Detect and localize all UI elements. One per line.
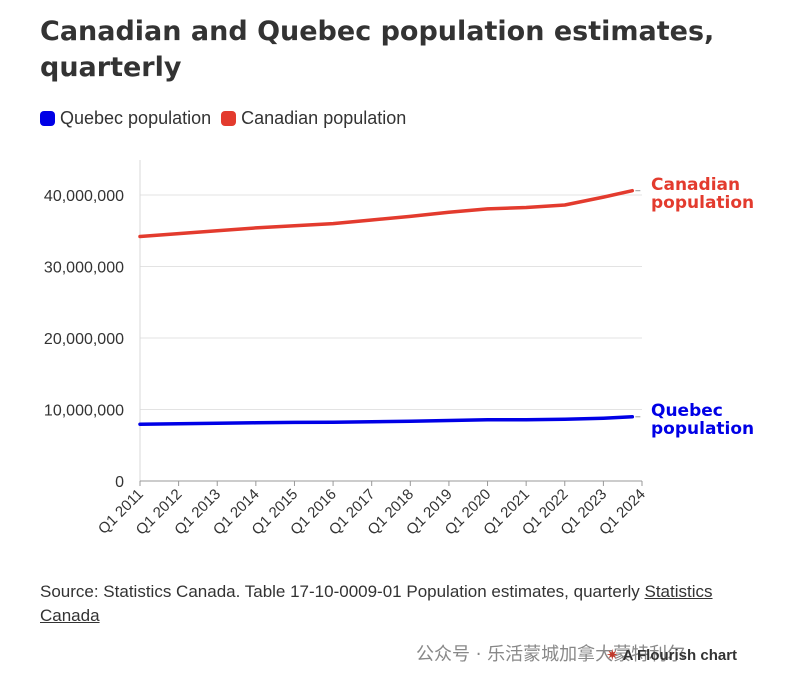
y-tick-label: 40,000,000	[44, 188, 124, 205]
legend: Quebec population Canadian population	[40, 108, 416, 129]
chart-title: Canadian and Quebec population estimates…	[40, 16, 715, 83]
end-label-quebec-line: Quebec	[651, 401, 723, 421]
legend-item-canada[interactable]: Canadian population	[221, 108, 406, 129]
series-line-quebec	[138, 415, 635, 426]
series-line-canada	[138, 188, 635, 239]
end-label-canada-line: Canadian	[651, 175, 740, 195]
y-tick-label: 20,000,000	[44, 331, 124, 348]
line-chart: 0 10,000,000 20,000,000 30,000,000 40,000,00…	[44, 160, 754, 539]
y-tick-label: 30,000,000	[44, 260, 124, 277]
y-tick-label: 10,000,000	[44, 403, 124, 420]
flourish-credit-text: A Flourish chart	[622, 647, 738, 664]
legend-label-quebec: Quebec population	[60, 108, 212, 128]
end-label-canada-line: population	[651, 193, 754, 213]
source-text: Source: Statistics Canada. Table 17-10-0…	[40, 582, 645, 601]
source-note: Source: Statistics Canada. Table 17-10-0…	[40, 580, 770, 628]
flourish-logo-icon: ✷	[606, 647, 619, 664]
flourish-credit[interactable]: ✷ A Flourish chart	[606, 646, 737, 664]
end-label-quebec-line: population	[651, 419, 754, 439]
source-link[interactable]: Statistics Canada	[40, 582, 713, 625]
watermark-text: 公众号 · 乐活蒙城加拿大蒙特利尔	[416, 644, 686, 665]
y-tick-label: 0	[115, 474, 124, 491]
legend-swatch-quebec	[40, 111, 55, 126]
legend-label-canada: Canadian population	[241, 108, 407, 128]
legend-item-quebec[interactable]: Quebec population	[40, 108, 211, 129]
legend-swatch-canada	[221, 111, 237, 126]
